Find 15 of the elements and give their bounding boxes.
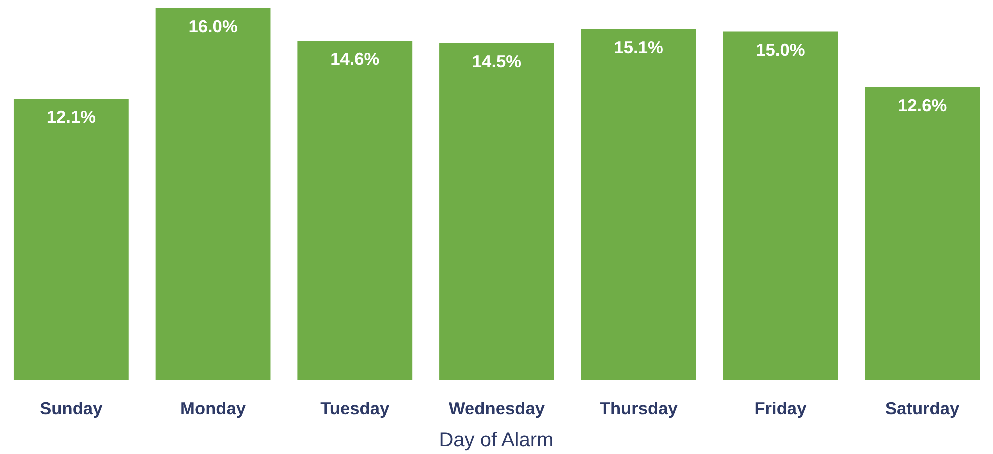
- data-label: 16.0%: [188, 16, 238, 36]
- data-label: 14.5%: [472, 51, 522, 72]
- data-label: 12.6%: [898, 96, 948, 116]
- data-label: 14.6%: [330, 49, 380, 70]
- x-tick-label: Thursday: [600, 398, 678, 418]
- data-label: 12.1%: [46, 107, 96, 128]
- x-tick-label: Wednesday: [449, 398, 546, 418]
- x-tick-label: Sunday: [40, 398, 104, 418]
- data-label: 15.0%: [756, 40, 806, 60]
- x-axis-title: Day of Alarm: [439, 430, 554, 452]
- x-tick-label: Monday: [180, 398, 246, 418]
- x-tick-label: Saturday: [885, 398, 960, 418]
- data-label: 15.1%: [614, 37, 664, 58]
- x-tick-label: Friday: [754, 398, 808, 418]
- x-tick-label: Tuesday: [320, 398, 390, 418]
